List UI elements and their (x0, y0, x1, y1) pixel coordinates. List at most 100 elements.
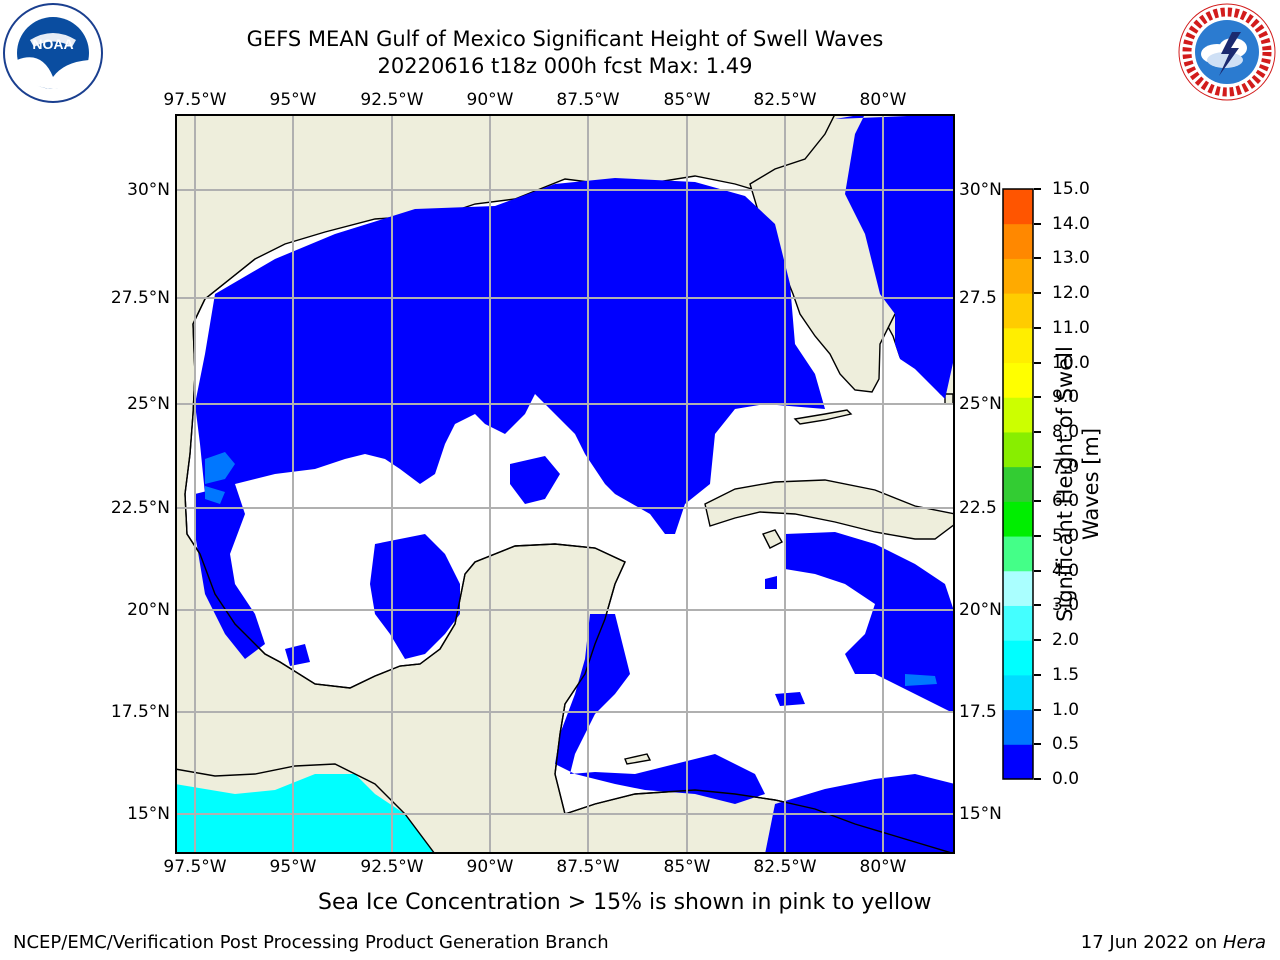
colorbar-tick-mark (1034, 222, 1041, 225)
lat-tick-left-2: 27.5°N (110, 288, 170, 308)
lon-tick-top-7: 82.5°W (753, 90, 817, 110)
colorbar-segment (1003, 605, 1033, 641)
colorbar-tick-mark (1034, 396, 1041, 399)
colorbar-label-line1: Significant Height of Swell (1053, 346, 1077, 622)
colorbar-tick-mark (1034, 639, 1041, 642)
lat-tick-right-5: 20°N (959, 600, 1002, 620)
colorbar-segment (1003, 258, 1033, 294)
colorbar-tick-label: 10.0 (1052, 352, 1090, 373)
nws-logo (1177, 2, 1277, 102)
colorbar-tick-label: 0.5 (1052, 734, 1080, 755)
colorbar-tick-label: 0.0 (1052, 769, 1080, 789)
colorbar-segment (1003, 293, 1033, 329)
colorbar-tick-label: 12.0 (1052, 283, 1090, 304)
lat-tick-left-5: 20°N (127, 600, 170, 620)
colorbar-segment (1003, 536, 1033, 572)
colorbar-tick-mark (1034, 708, 1041, 711)
colorbar-tick-label: 15.0 (1052, 179, 1090, 199)
colorbar-segment (1003, 466, 1033, 502)
colorbar-segment (1003, 189, 1033, 225)
footer-credit: NCEP/EMC/Verification Post Processing Pr… (13, 932, 609, 953)
colorbar-tick-label: 4.0 (1052, 560, 1080, 581)
lat-tick-right-2: 27.5 (959, 288, 997, 308)
map-panel (175, 114, 955, 854)
lon-tick-bottom-5: 87.5°W (556, 857, 620, 877)
lon-tick-top-5: 87.5°W (556, 90, 620, 110)
lon-tick-bottom-3: 92.5°W (360, 857, 424, 877)
footer-date: 17 Jun 2022 on Hera (1081, 932, 1266, 953)
lat-tick-right-6: 17.5 (959, 702, 997, 722)
colorbar-tick-label: 3.0 (1052, 595, 1080, 616)
colorbar-tick-mark (1034, 604, 1041, 607)
colorbar-tick-label: 6.0 (1052, 491, 1080, 512)
lat-tick-left-3: 25°N (127, 394, 170, 414)
lon-tick-bottom-7: 82.5°W (753, 857, 817, 877)
colorbar-tick-label: 14.0 (1052, 213, 1090, 234)
colorbar-label: Significant Height of Swell Waves [m] (1052, 284, 1112, 684)
colorbar-tick-label: 2.0 (1052, 630, 1080, 651)
graticule (175, 114, 955, 854)
colorbar-tick-mark (1034, 430, 1041, 433)
colorbar-tick-label: 13.0 (1052, 248, 1090, 269)
colorbar-segment (1003, 362, 1033, 398)
colorbar-segment (1003, 640, 1033, 676)
noaa-logo: NOAA (2, 2, 104, 104)
colorbar-tick-mark (1034, 535, 1041, 538)
chart-subtitle: 20220616 t18z 000h fcst Max: 1.49 (377, 54, 753, 78)
colorbar-tick-label: 8.0 (1052, 421, 1080, 442)
colorbar-tick-mark (1034, 361, 1041, 364)
colorbar-tick-mark (1034, 257, 1041, 260)
lat-tick-right-1: 30°N (959, 180, 1002, 200)
colorbar-label-line2: Waves [m] (1079, 427, 1103, 541)
colorbar-frame (1002, 188, 1034, 780)
sea-ice-note: Sea Ice Concentration > 15% is shown in … (318, 890, 932, 915)
colorbar (1002, 188, 1034, 780)
colorbar-tick-label: 11.0 (1052, 317, 1090, 338)
lat-tick-right-4: 22.5 (959, 498, 997, 518)
colorbar-segment (1003, 674, 1033, 711)
colorbar-tick-mark (1034, 778, 1041, 780)
colorbar-tick-label: 1.5 (1052, 664, 1080, 685)
colorbar-segment (1003, 327, 1033, 364)
footer-date-text: 17 Jun 2022 on (1080, 932, 1223, 953)
swell-mid-patches (205, 452, 937, 686)
lon-tick-bottom-6: 85°W (663, 857, 711, 877)
colorbar-segment (1003, 501, 1033, 537)
noaa-logo-text: NOAA (32, 36, 73, 52)
colorbar-segment (1003, 570, 1033, 606)
lat-tick-left-4: 22.5°N (110, 498, 170, 518)
lon-tick-top-6: 85°W (663, 90, 711, 110)
lat-tick-left-7: 15°N (127, 804, 170, 824)
colorbar-tick-mark (1034, 326, 1041, 329)
lon-tick-bottom-1: 97.5°W (163, 857, 227, 877)
colorbar-tick-mark (1034, 743, 1041, 746)
chart-title: GEFS MEAN Gulf of Mexico Significant Hei… (246, 27, 884, 51)
colorbar-segment (1003, 431, 1033, 468)
lon-tick-top-3: 92.5°W (360, 90, 424, 110)
colorbar-tick-mark (1034, 569, 1041, 572)
map-frame (175, 114, 955, 854)
lat-tick-left-6: 17.5°N (110, 702, 170, 722)
colorbar-segment (1003, 744, 1033, 780)
lon-tick-top-1: 97.5°W (163, 90, 227, 110)
colorbar-tick-mark (1034, 673, 1041, 676)
colorbar-tick-label: 7.0 (1052, 456, 1080, 477)
colorbar-tick-label: 1.0 (1052, 699, 1080, 720)
colorbar-segment (1003, 709, 1033, 745)
colorbar-segment (1003, 223, 1033, 259)
colorbar-tick-mark (1034, 465, 1041, 468)
colorbar-segment (1003, 397, 1033, 433)
colorbar-tick-mark (1034, 292, 1041, 295)
lon-tick-bottom-4: 90°W (466, 857, 514, 877)
lon-tick-top-2: 95°W (269, 90, 317, 110)
lon-tick-bottom-2: 95°W (269, 857, 317, 877)
lat-tick-right-7: 15°N (959, 804, 1002, 824)
lat-tick-right-3: 25°N (959, 394, 1002, 414)
footer-machine: Hera (1222, 932, 1266, 953)
lat-tick-left-1: 30°N (127, 180, 170, 200)
colorbar-tick-label: 5.0 (1052, 526, 1080, 547)
lon-tick-top-4: 90°W (466, 90, 514, 110)
colorbar-tick-mark (1034, 500, 1041, 503)
lon-tick-bottom-8: 80°W (859, 857, 907, 877)
coastline-layer (175, 258, 955, 854)
